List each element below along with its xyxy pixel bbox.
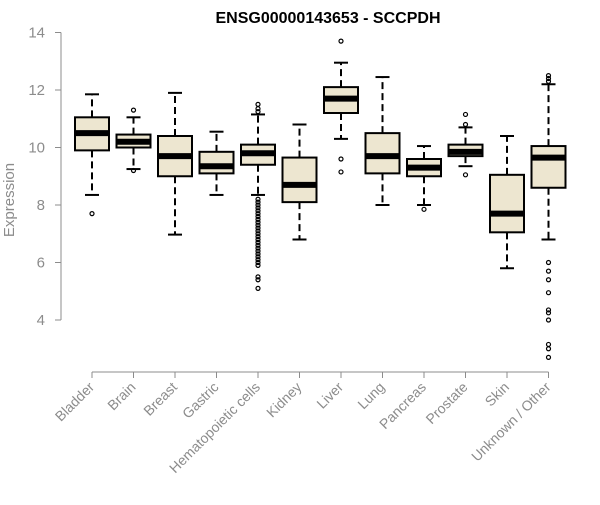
x-tick-label: Kidney [263,379,305,421]
outlier-point [255,251,261,257]
outlier-point [255,219,261,225]
y-axis: 4 6 8 10 12 14 [28,25,62,329]
outlier-point [255,228,261,234]
outlier-point [338,38,344,44]
outlier-point [255,208,261,214]
outlier-point [545,317,552,323]
outlier-point [255,211,261,217]
outlier-point [545,354,552,360]
outlier-point [130,167,137,174]
box-group [157,91,193,236]
outlier-point [255,106,261,112]
outlier-point [255,108,261,115]
x-tick-label: Breast [140,379,180,419]
outlier-point [545,78,552,84]
outlier-point [545,268,552,274]
x-tick-label: Prostate [422,379,470,427]
box-iqr [281,156,318,204]
box-group [447,111,484,178]
outlier-point [255,248,261,254]
outlier-point [255,222,261,228]
y-tick-label: 8 [37,197,45,214]
box-iqr [530,145,567,189]
box-group [115,107,152,174]
outlier-point [462,111,469,118]
outlier-point [255,277,261,283]
outlier-point [462,172,469,178]
box-iqr [489,173,525,234]
outlier-point [255,202,261,208]
outlier-point [255,205,261,211]
outlier-point [255,285,261,291]
x-tick-label: Bladder [52,379,98,425]
box-group [489,135,525,270]
y-tick-label: 14 [28,25,45,42]
y-tick-label: 6 [37,255,45,272]
y-tick-label: 4 [37,312,45,329]
box-group [323,38,359,175]
outlier-point [255,242,261,248]
outlier-point [545,259,552,266]
box-group [406,145,442,212]
outlier-point [255,216,261,222]
outlier-point [545,73,552,79]
outlier-point [255,262,261,268]
chart-title: ENSG00000143653 - SCCPDH [215,10,440,27]
outlier-point [255,213,261,220]
box-group [74,93,110,217]
outlier-point [545,277,552,283]
outlier-point [421,206,427,212]
box-group [281,123,318,241]
outlier-point [89,211,95,217]
outlier-point [255,196,261,202]
outlier-point [255,231,261,237]
x-tick-label: Unknown / Other [468,379,554,465]
outlier-point [255,199,261,205]
outlier-point [255,236,261,243]
y-tick-label: 10 [28,140,45,157]
outlier-point [255,225,261,231]
outlier-point [255,101,261,107]
x-tick-label: Skin [482,379,513,410]
outlier-point [255,245,261,251]
box-group [240,101,276,291]
box-group [364,76,401,206]
y-axis-label: Expression [1,163,18,237]
outlier-point [545,310,552,316]
outlier-point [462,121,469,128]
outlier-point [545,75,552,82]
outlier-point [545,290,552,296]
y-tick-label: 12 [28,82,45,99]
outlier-point [545,341,552,348]
x-tick-label: Brain [104,379,138,413]
boxes [74,38,567,360]
outlier-point [255,234,261,240]
x-tick-label: Liver [313,379,346,412]
outlier-point [338,156,344,162]
box-group [530,73,567,360]
x-tick-label: Lung [354,379,387,412]
outlier-point [255,254,261,260]
outlier-point [255,259,261,266]
outlier-point [545,346,552,352]
box-iqr [198,150,235,175]
box-group [198,130,235,196]
outlier-point [545,307,552,313]
outlier-point [338,169,344,175]
outlier-point [130,107,137,113]
outlier-point [255,274,261,280]
outlier-point [255,239,261,245]
outlier-point [255,257,261,263]
